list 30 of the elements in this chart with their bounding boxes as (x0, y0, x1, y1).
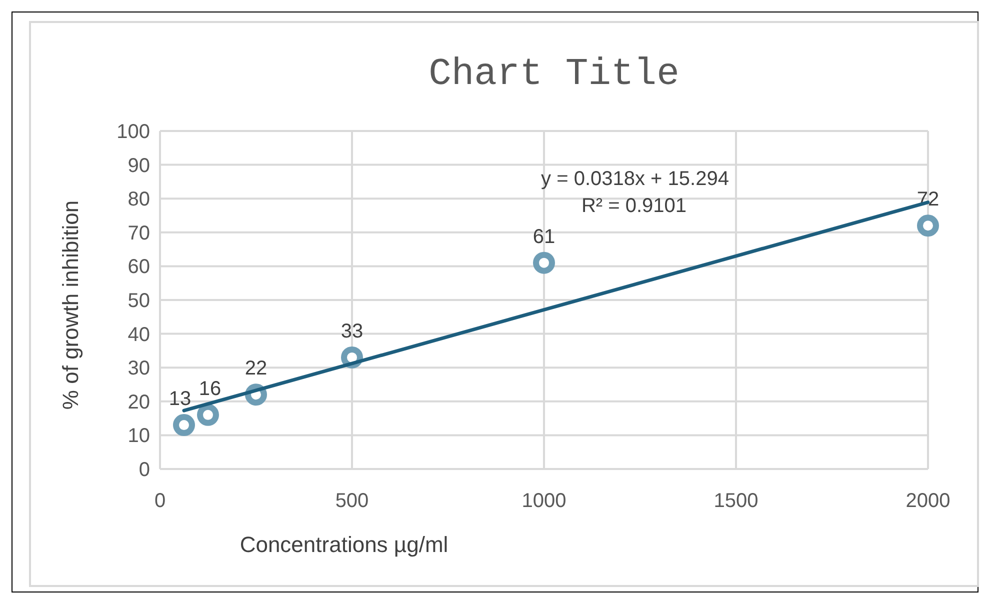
x-tick-label: 500 (335, 490, 369, 512)
y-tick-label: 90 (128, 154, 150, 177)
y-tick-label: 70 (128, 222, 150, 244)
y-tick-label: 10 (128, 425, 150, 448)
y-tick-label: 100 (116, 121, 150, 143)
x-tick-label: 0 (154, 490, 166, 512)
annotation: y = 0.0318x + 15.294 (541, 168, 729, 190)
y-tick-label: 60 (128, 256, 150, 278)
point (197, 404, 219, 426)
data-label: 33 (340, 320, 364, 342)
data-label: 22 (244, 358, 268, 380)
point (173, 414, 195, 436)
x-tick-label: 1000 (522, 490, 566, 512)
y-tick-label: 0 (138, 459, 150, 481)
data-label: 13 (168, 388, 192, 410)
chart-title: Chart Title (428, 53, 680, 96)
x-axis-title: Concentrations µg/ml (240, 532, 448, 557)
x-tick-label: 2000 (906, 490, 950, 512)
y-tick-label: 50 (128, 290, 150, 312)
point (917, 214, 939, 237)
annotation: R² = 0.9101 (581, 195, 687, 217)
data-label: 16 (198, 378, 222, 400)
data-label: 61 (532, 226, 556, 248)
x-tick-label: 1500 (714, 490, 758, 512)
y-tick-label: 40 (128, 324, 150, 346)
y-axis-title: % of growth inhibition (58, 200, 83, 410)
y-tick-label: 80 (128, 188, 150, 211)
y-tick-label: 20 (128, 391, 150, 414)
point (533, 252, 555, 274)
y-tick-label: 30 (128, 358, 150, 380)
